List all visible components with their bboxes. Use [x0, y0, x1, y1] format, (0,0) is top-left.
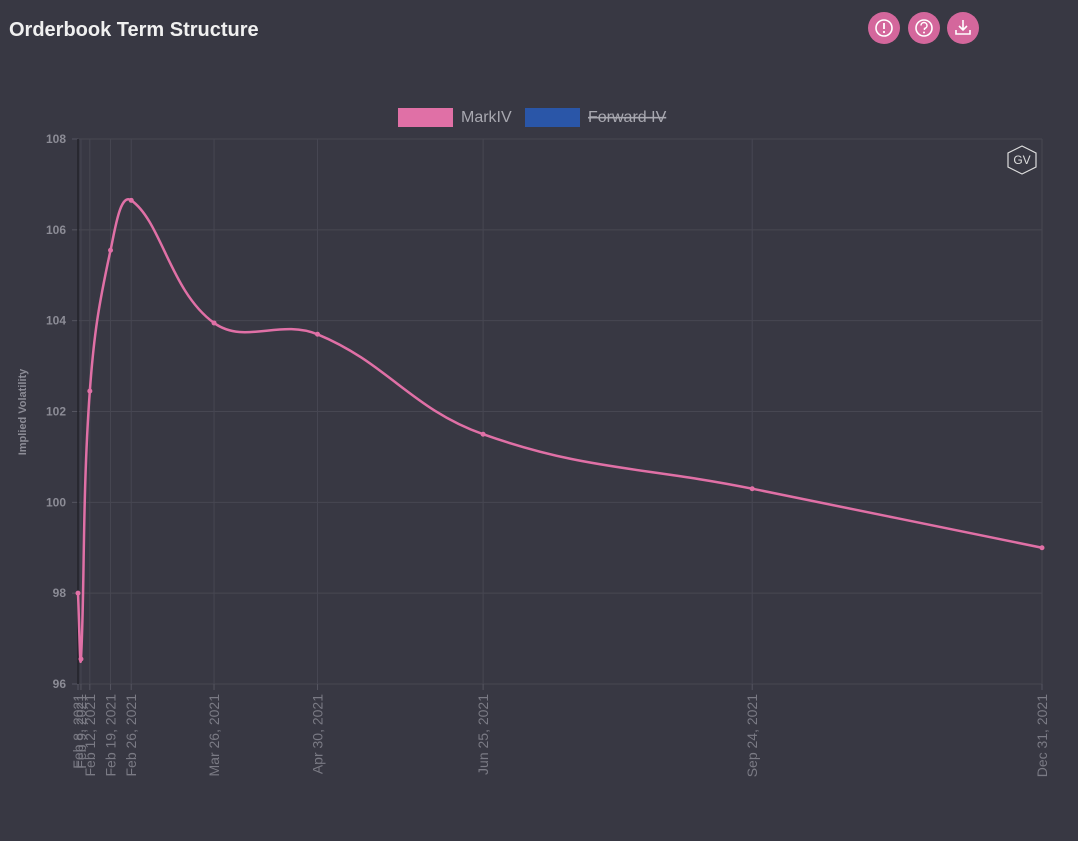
point	[211, 320, 217, 326]
line	[76, 198, 1043, 664]
y-tick-label: 104	[46, 314, 66, 328]
y-tick-label: 100	[46, 495, 66, 509]
y-tick-label: 102	[46, 405, 66, 419]
point	[108, 247, 114, 253]
x-tick-label: Feb 12, 2021	[82, 694, 98, 777]
y-tick-label: 98	[53, 586, 67, 600]
y-tick-label: 106	[46, 223, 66, 237]
x-tick-label: Dec 31, 2021	[1034, 694, 1050, 777]
x-tick-label: Feb 19, 2021	[103, 694, 119, 777]
legend-label[interactable]: Forward IV	[588, 109, 667, 126]
x-tick-label: Jun 25, 2021	[475, 694, 491, 775]
help-button[interactable]	[908, 12, 940, 44]
y-tick-label: 108	[46, 132, 66, 146]
legend-label[interactable]: MarkIV	[461, 109, 512, 126]
x-tick-label: Mar 26, 2021	[206, 694, 222, 777]
x-tick-label: Feb 26, 2021	[123, 694, 139, 777]
point	[78, 656, 84, 662]
point	[749, 486, 755, 492]
chart-title: Orderbook Term Structure	[9, 19, 259, 41]
point	[480, 431, 486, 437]
y-tick-label: 96	[53, 677, 67, 691]
legend-swatch	[525, 108, 580, 127]
watermark: GV	[1013, 153, 1030, 167]
point	[1039, 545, 1045, 551]
info-button[interactable]	[868, 12, 900, 44]
y-axis-label: Implied Volatility	[17, 368, 29, 455]
point	[75, 590, 81, 596]
gv-logo: GV	[1007, 145, 1037, 175]
point	[128, 197, 134, 203]
point	[315, 331, 321, 337]
x-tick-label: Feb 9, 2021	[73, 694, 89, 769]
x-tick-label: Apr 30, 2021	[310, 694, 326, 774]
x-tick-label: Feb 8, 2021	[70, 694, 86, 769]
point	[87, 388, 93, 394]
x-tick-label: Sep 24, 2021	[744, 694, 760, 778]
download-button[interactable]	[947, 12, 979, 44]
toolbar	[868, 12, 979, 44]
legend-swatch	[398, 108, 453, 127]
